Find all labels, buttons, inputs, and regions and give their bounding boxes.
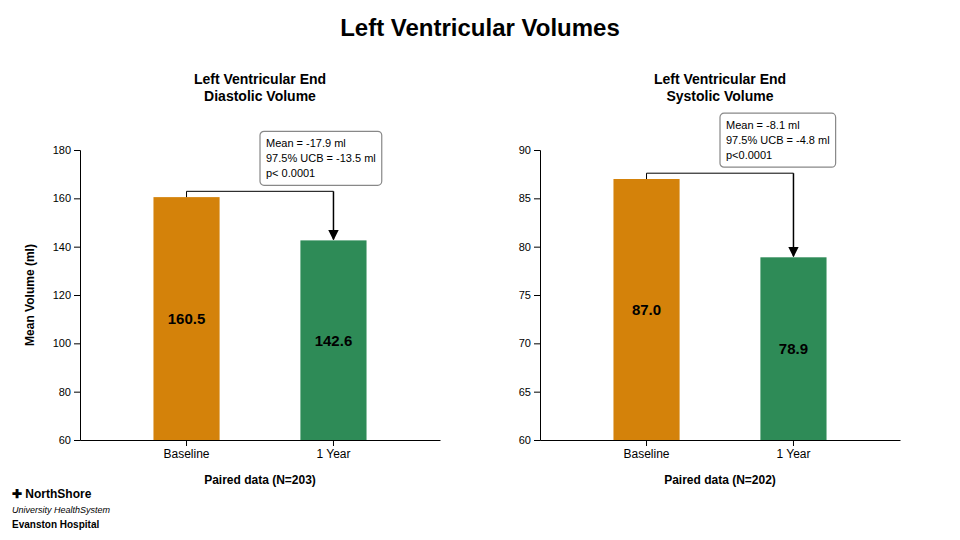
y-tick: 140 [53, 241, 80, 253]
y-tick-label: 100 [53, 337, 71, 349]
y-tick-label: 140 [53, 241, 71, 253]
bar [300, 240, 366, 440]
bar [153, 197, 219, 440]
y-tick-label: 75 [519, 289, 531, 301]
y-axis-title: Mean Volume (ml) [23, 244, 37, 346]
y-tick-label: 60 [59, 434, 71, 446]
x-tick: 1 Year [776, 440, 810, 461]
y-tick-mark [534, 440, 540, 441]
y-tick-mark [534, 247, 540, 248]
main-title: Left Ventricular Volumes [340, 14, 620, 41]
x-tick-mark [333, 440, 334, 446]
chart-title: Left Ventricular EndDiastolic Volume [194, 71, 326, 104]
y-tick-mark [74, 440, 80, 441]
y-tick-label: 180 [53, 144, 71, 156]
x-axis-title: Paired data (N=202) [664, 473, 776, 487]
y-tick-mark [74, 247, 80, 248]
x-tick: 1 Year [316, 440, 350, 461]
x-axis-line [541, 440, 901, 441]
logo-text: University HealthSystem [12, 505, 111, 515]
annotation-bracket [647, 173, 794, 179]
y-tick: 80 [59, 386, 80, 398]
y-tick-mark [74, 198, 80, 199]
annotation: Mean = -8.1 ml 97.5% UCB = -4.8 ml p<0.000… [720, 113, 836, 167]
y-tick-label: 85 [519, 192, 531, 204]
x-axis: Baseline 1 Year [541, 440, 901, 461]
y-tick-mark [534, 150, 540, 151]
y-tick: 100 [53, 337, 80, 349]
y-tick: 80 [519, 241, 540, 253]
y-tick-label: 160 [53, 192, 71, 204]
data-label: 78.9 [779, 340, 808, 357]
bar-chart-panel: 60 65 70 75 80 85 90 Baseline 1 YearPaired data … [519, 71, 901, 487]
bars [153, 197, 366, 440]
y-tick-mark [74, 150, 80, 151]
x-axis-line [81, 440, 441, 441]
y-tick-label: 90 [519, 144, 531, 156]
x-tick: Baseline [164, 440, 210, 461]
annotation-text: p<0.0001 [726, 149, 772, 161]
annotation-text: Mean = -8.1 ml [726, 119, 800, 131]
y-tick-mark [74, 295, 80, 296]
y-tick-mark [534, 295, 540, 296]
y-tick-mark [534, 198, 540, 199]
y-tick-label: 60 [519, 434, 531, 446]
x-tick-mark [793, 440, 794, 446]
data-label: 160.5 [168, 310, 206, 327]
x-tick-mark [646, 440, 647, 446]
y-tick: 60 [59, 434, 80, 446]
data-label: 87.0 [632, 301, 661, 318]
bars [613, 179, 826, 440]
x-tick: Baseline [624, 440, 670, 461]
y-tick-mark [534, 392, 540, 393]
logo-text: ✚ NorthShore [12, 487, 92, 501]
y-tick-mark [74, 343, 80, 344]
annotation-box [720, 113, 836, 167]
x-axis-title: Paired data (N=203) [204, 473, 316, 487]
y-tick-label: 120 [53, 289, 71, 301]
bar [760, 257, 826, 440]
data-label: 142.6 [315, 332, 353, 349]
x-tick-label: Baseline [624, 447, 670, 461]
y-tick-label: 80 [59, 386, 71, 398]
annotation-arrow [333, 191, 335, 239]
y-axis-line [74, 151, 81, 441]
chart-title: Left Ventricular EndSystolic Volume [654, 71, 786, 104]
bar [613, 179, 679, 440]
annotation: Mean = -17.9 ml 97.5% UCB = -13.5 ml p< 0.… [260, 131, 382, 185]
annotation-box [260, 131, 382, 185]
y-tick: 60 [519, 434, 540, 446]
y-tick-label: 65 [519, 386, 531, 398]
chart-root: Left Ventricular Volumes 60 80 100 120 140 160… [0, 0, 960, 540]
x-tick-label: 1 Year [776, 447, 810, 461]
annotation-text: 97.5% UCB = -4.8 ml [726, 134, 830, 146]
annotation-text: 97.5% UCB = -13.5 ml [266, 152, 376, 164]
y-axis-line [534, 151, 541, 441]
y-tick: 75 [519, 289, 540, 301]
annotation-arrow [793, 173, 795, 256]
y-tick: 120 [53, 289, 80, 301]
x-tick-label: 1 Year [316, 447, 350, 461]
y-tick: 90 [519, 144, 540, 156]
logo-text: Evanston Hospital [12, 519, 99, 530]
annotation-text: p< 0.0001 [266, 167, 315, 179]
x-tick-label: Baseline [164, 447, 210, 461]
x-axis: Baseline 1 Year [81, 440, 441, 461]
y-tick: 160 [53, 192, 80, 204]
y-tick-label: 70 [519, 337, 531, 349]
y-tick-mark [534, 343, 540, 344]
y-tick-label: 80 [519, 241, 531, 253]
y-axis: 60 80 100 120 140 160 180 [53, 144, 81, 446]
x-tick-mark [186, 440, 187, 446]
y-tick: 85 [519, 192, 540, 204]
y-tick-mark [74, 392, 80, 393]
annotation-text: Mean = -17.9 ml [266, 137, 346, 149]
y-tick: 180 [53, 144, 80, 156]
annotation-bracket [187, 191, 334, 197]
y-axis: 60 65 70 75 80 85 90 [519, 144, 541, 446]
bar-chart-panel: 60 80 100 120 140 160 180 Baseline 1 Year Mean Vo… [23, 71, 441, 487]
y-tick: 65 [519, 386, 540, 398]
y-tick: 70 [519, 337, 540, 349]
